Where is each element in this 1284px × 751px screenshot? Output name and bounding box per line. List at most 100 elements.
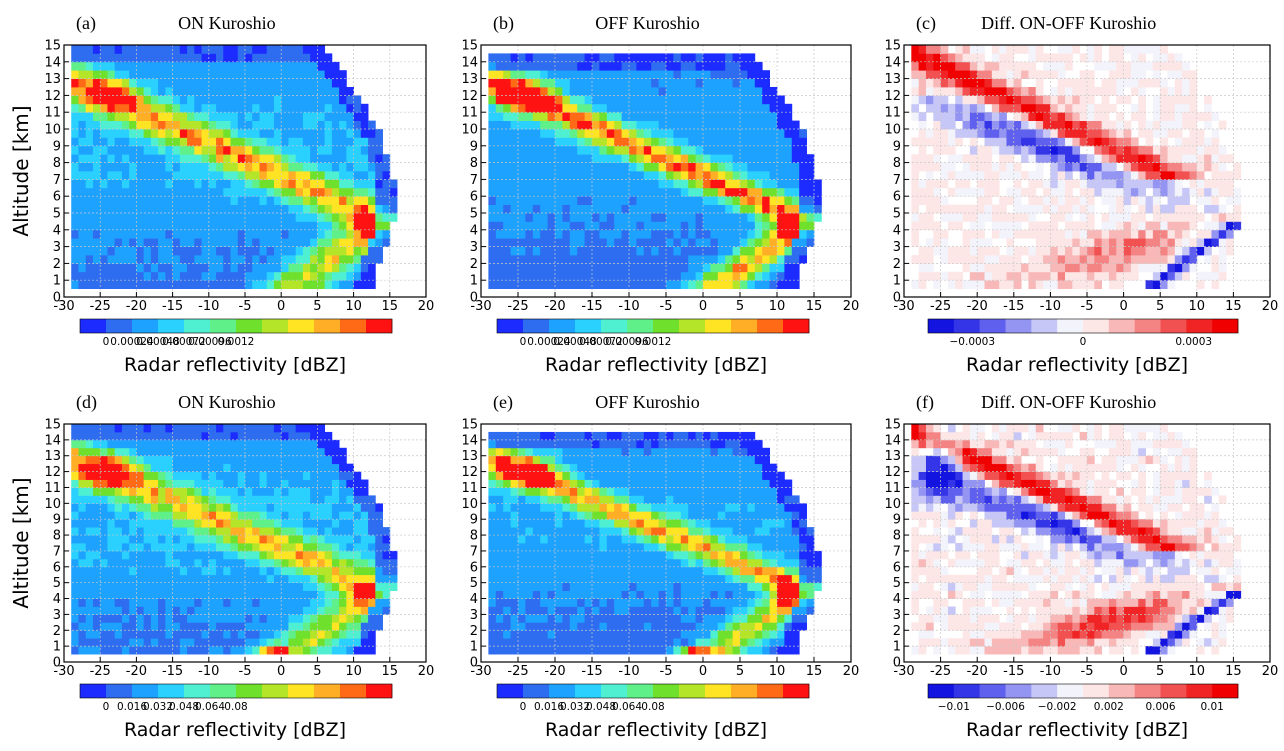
heatmap-cell <box>208 550 217 560</box>
heatmap-cell <box>1218 154 1227 163</box>
heatmap-cell <box>547 103 556 113</box>
heatmap-cell <box>273 196 282 205</box>
heatmap-cell <box>918 213 927 222</box>
heatmap-cell <box>1065 238 1073 247</box>
heatmap-cell <box>747 95 756 105</box>
heatmap-cell <box>353 179 362 189</box>
heatmap-cell <box>172 606 181 615</box>
heatmap-cell <box>78 487 87 496</box>
heatmap-cell <box>237 519 246 528</box>
heatmap-cell <box>1094 280 1103 289</box>
heatmap-cell <box>1189 221 1198 231</box>
heatmap-cell <box>510 162 519 172</box>
heatmap-cell <box>717 238 726 247</box>
heatmap-cell <box>368 606 376 615</box>
heatmap-cell <box>555 246 563 256</box>
heatmap-cell <box>555 53 563 63</box>
heatmap-cell <box>194 455 202 465</box>
heatmap-cell <box>1108 61 1117 71</box>
heatmap-cell <box>230 606 239 615</box>
heatmap-cell <box>1167 70 1176 79</box>
heatmap-cell <box>273 112 282 121</box>
heatmap-cell <box>510 204 519 214</box>
x-axis: -30 -25 -20 -15 -10 -5 0 5 10 15 20 <box>470 292 859 314</box>
heatmap-cell <box>310 543 318 552</box>
heatmap-cell <box>78 103 87 113</box>
heatmap-cell <box>187 598 195 607</box>
heatmap-cell <box>933 129 941 138</box>
heatmap-cell <box>114 495 123 504</box>
heatmap-cell <box>114 162 123 172</box>
heatmap-cell <box>375 154 383 163</box>
heatmap-cell <box>201 638 210 647</box>
heatmap-cell <box>680 213 689 222</box>
heatmap-cell <box>266 129 275 138</box>
heatmap-cell <box>187 550 195 560</box>
heatmap-cell <box>324 487 333 496</box>
heatmap-cell <box>71 471 79 480</box>
heatmap-cell <box>784 229 793 239</box>
heatmap-cell <box>525 280 534 289</box>
heatmap-cell <box>643 53 652 63</box>
heatmap-cell <box>339 70 347 79</box>
heatmap-cell <box>208 558 217 568</box>
heatmap-cell <box>339 471 347 480</box>
heatmap-cell <box>353 120 362 130</box>
heatmap-cell <box>1035 129 1044 138</box>
heatmap-cell <box>1072 221 1081 231</box>
heatmap-cell <box>223 154 231 163</box>
heatmap-cell <box>525 187 534 197</box>
heatmap-cell <box>614 179 622 189</box>
heatmap-cell <box>252 246 260 256</box>
heatmap-cell <box>281 606 289 615</box>
heatmap-cell <box>643 255 652 264</box>
heatmap-cell <box>187 606 195 615</box>
heatmap-cell <box>107 95 116 105</box>
heatmap-cell <box>947 280 956 289</box>
heatmap-cell <box>1028 221 1037 231</box>
heatmap-cell <box>317 154 326 163</box>
heatmap-cell <box>592 87 600 96</box>
heatmap-cell <box>179 598 188 607</box>
heatmap-cell <box>703 271 711 281</box>
heatmap-cell <box>230 503 239 512</box>
heatmap-cell <box>1204 137 1212 147</box>
heatmap-cell <box>592 179 600 189</box>
heatmap-cell <box>230 543 239 552</box>
heatmap-cell <box>555 61 563 71</box>
heatmap-cell <box>732 87 741 96</box>
heatmap-cell <box>143 129 152 138</box>
heatmap-cell <box>302 255 311 264</box>
heatmap-cell <box>510 53 519 63</box>
heatmap-cell <box>114 519 123 528</box>
heatmap-cell <box>1167 221 1176 231</box>
heatmap-cell <box>259 78 268 88</box>
heatmap-cell <box>1028 255 1037 264</box>
heatmap-cell <box>999 61 1007 71</box>
heatmap-cell <box>237 447 246 457</box>
heatmap-cell <box>977 103 985 113</box>
heatmap-cell <box>310 424 318 433</box>
heatmap-cell <box>273 221 282 231</box>
colorbar-segment <box>1005 319 1032 333</box>
heatmap-cell <box>1043 103 1051 113</box>
heatmap-cell <box>1218 221 1227 231</box>
x-tick-label: -30 <box>893 299 914 314</box>
heatmap-cell <box>592 137 600 147</box>
heatmap-cell <box>339 479 347 488</box>
heatmap-cell <box>382 229 391 239</box>
heatmap-cell <box>1079 229 1088 239</box>
heatmap-cell <box>754 61 763 71</box>
heatmap-cell <box>187 129 195 138</box>
heatmap-cell <box>621 229 630 239</box>
heatmap-cell <box>346 527 354 536</box>
heatmap-cell <box>114 471 123 480</box>
heatmap-cell <box>592 70 600 79</box>
heatmap-cell <box>165 196 173 205</box>
heatmap-cell <box>100 263 108 273</box>
heatmap-cell <box>71 70 79 79</box>
heatmap-cell <box>317 179 326 189</box>
heatmap-cell <box>977 238 985 247</box>
heatmap-cell <box>984 246 993 256</box>
heatmap-cell <box>121 179 130 189</box>
